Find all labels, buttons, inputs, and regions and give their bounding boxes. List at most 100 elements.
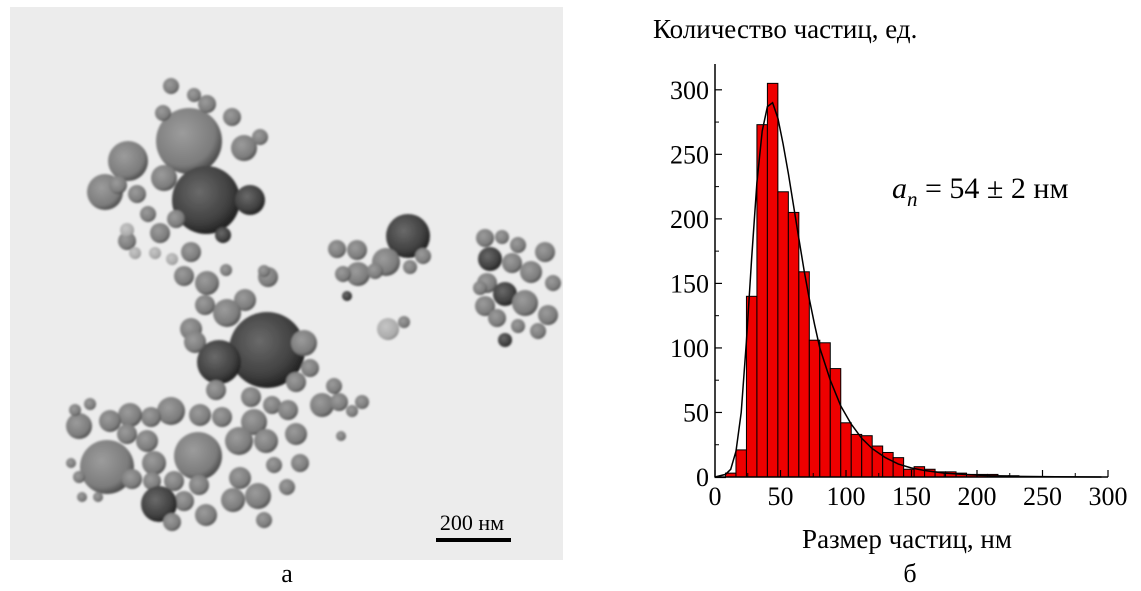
y-tick-label-3: 150 [670, 269, 709, 298]
particle-89 [377, 318, 399, 340]
histogram-bar-6 [777, 191, 789, 478]
particle-88 [342, 291, 352, 301]
particle-53 [142, 451, 166, 475]
particle-80 [346, 405, 358, 417]
tem-micrograph: 200 нм [10, 7, 563, 560]
histogram-bar-17 [892, 457, 905, 478]
scale-bar-label: 200 нм [440, 510, 504, 535]
particle-38 [241, 387, 261, 407]
particle-34 [310, 393, 334, 417]
particle-58 [164, 471, 184, 491]
particle-109 [498, 333, 512, 347]
y-tick-label-2: 100 [670, 334, 709, 363]
particle-81 [386, 214, 430, 258]
particle-63 [174, 491, 194, 511]
x-tick-label-3: 150 [892, 482, 931, 511]
particle-86 [335, 266, 351, 282]
particle-43 [118, 403, 142, 427]
panel-label-a: а [281, 559, 293, 588]
particle-69 [69, 404, 81, 416]
particle-98 [502, 253, 522, 273]
histogram-bar-4 [756, 124, 768, 478]
particle-87 [367, 263, 383, 279]
chart-title: Количество частиц, ед. [653, 14, 917, 44]
particle-85 [346, 262, 370, 286]
particle-91 [415, 248, 431, 264]
particle-66 [163, 513, 181, 531]
particle-102 [493, 282, 517, 306]
particle-48 [285, 423, 307, 445]
particle-16 [150, 223, 170, 243]
x-tick-label-2: 100 [827, 482, 866, 511]
particle-49 [254, 429, 278, 453]
particle-78 [336, 431, 346, 441]
particle-112 [129, 247, 141, 259]
particle-110 [473, 281, 487, 295]
particle-44 [99, 410, 121, 432]
particle-28 [229, 312, 305, 388]
particle-18 [167, 210, 185, 228]
particle-8 [187, 88, 201, 102]
particle-0 [156, 108, 222, 174]
particle-97 [478, 247, 502, 271]
particle-105 [475, 296, 495, 316]
particle-95 [510, 237, 526, 253]
histogram-bar-13 [850, 433, 863, 478]
particle-cluster [66, 78, 561, 531]
histogram-bar-5 [766, 82, 779, 478]
particle-19 [215, 227, 231, 243]
x-tick-label-5: 250 [1023, 482, 1062, 511]
particle-1 [172, 166, 240, 234]
particle-32 [301, 359, 319, 377]
particle-5 [235, 185, 265, 215]
particle-99 [520, 261, 542, 283]
particle-74 [77, 492, 87, 502]
particle-111 [120, 223, 134, 237]
particle-64 [141, 486, 177, 522]
particle-76 [279, 479, 295, 495]
particle-73 [93, 492, 103, 502]
annotation-symbol: a [892, 172, 907, 205]
axis-ticks: 0 50 100 150 200 250 300 0 50 100 150 200 250 300 [670, 76, 1128, 511]
particle-94 [495, 230, 509, 244]
particle-9 [198, 95, 216, 113]
particle-70 [84, 398, 96, 410]
particle-2 [108, 141, 148, 181]
particle-15 [140, 206, 156, 222]
particle-116 [258, 265, 270, 277]
particle-62 [221, 488, 245, 512]
particle-93 [476, 229, 494, 247]
particle-84 [328, 240, 346, 258]
y-tick-label-5: 250 [670, 140, 709, 169]
particle-92 [403, 260, 417, 274]
particle-26 [213, 299, 241, 327]
particle-57 [143, 472, 161, 490]
particle-33 [286, 372, 306, 392]
size-histogram-chart: Количество частиц, ед. 0 50 100 150 200 250 30… [653, 14, 1128, 554]
histogram-bar-9 [808, 339, 821, 478]
particle-52 [136, 430, 158, 452]
particle-56 [122, 469, 142, 489]
x-tick-label-4: 200 [958, 482, 997, 511]
particle-103 [512, 290, 538, 316]
particle-14 [128, 185, 146, 203]
particle-100 [545, 275, 561, 291]
annotation-mean-size: an = 54 ± 2 нм [892, 172, 1068, 211]
y-tick-label-4: 200 [670, 205, 709, 234]
histogram-bar-18 [903, 468, 915, 478]
particle-30 [184, 331, 206, 353]
particle-50 [225, 427, 253, 455]
fit-curve [714, 101, 1102, 478]
histogram-bar-7 [787, 211, 800, 478]
particle-67 [256, 512, 272, 528]
x-tick-label-0: 0 [709, 482, 722, 511]
particle-17 [118, 232, 136, 250]
annotation-value: = 54 ± 2 нм [918, 172, 1069, 205]
particle-31 [291, 330, 317, 356]
x-axis-label: Размер частиц, нм [802, 524, 1012, 554]
particle-71 [66, 458, 76, 468]
particle-51 [174, 432, 222, 480]
histogram-bar-2 [735, 449, 747, 478]
particle-20 [181, 242, 201, 262]
